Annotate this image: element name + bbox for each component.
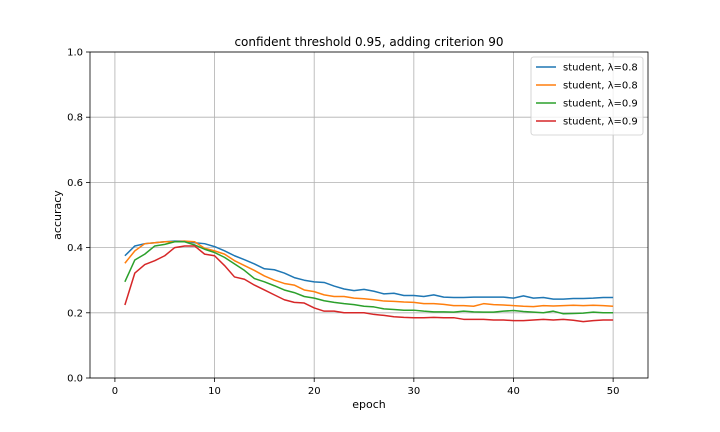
x-tick-label: 0	[112, 386, 118, 397]
x-tick-label: 50	[607, 386, 620, 397]
y-tick-label: 0.6	[67, 178, 83, 189]
y-tick-label: 0.2	[67, 308, 83, 319]
legend-label-4: student, λ=0.9	[563, 117, 638, 128]
y-axis-label: accuracy	[51, 190, 64, 240]
x-tick-label: 10	[208, 386, 221, 397]
x-tick-label: 40	[507, 386, 520, 397]
x-axis: 0 10 20 30 40 50	[112, 378, 620, 397]
series-line-2	[124, 240, 614, 308]
legend: student, λ=0.8 student, λ=0.8 student, λ=0…	[530, 56, 644, 136]
y-tick-label: 0.0	[67, 374, 83, 385]
plot-frame	[89, 51, 649, 379]
series-line-1	[124, 240, 614, 300]
series-line-3	[124, 240, 614, 315]
y-axis: 0.0 0.2 0.4 0.6 0.8 1.0	[67, 48, 90, 385]
series-line-4	[124, 245, 614, 323]
legend-label-3: student, λ=0.9	[563, 99, 638, 110]
x-tick-label: 30	[407, 386, 420, 397]
y-tick-label: 0.4	[67, 243, 83, 254]
legend-label-2: student, λ=0.8	[563, 81, 638, 92]
series-layer	[124, 240, 614, 323]
x-tick-label: 20	[308, 386, 321, 397]
y-tick-label: 1.0	[67, 48, 83, 59]
y-tick-label: 0.8	[67, 113, 83, 124]
legend-box	[530, 56, 644, 136]
x-axis-label: epoch	[352, 398, 386, 411]
chart-title: confident threshold 0.95, adding criteri…	[234, 35, 503, 49]
legend-label-1: student, λ=0.8	[563, 63, 638, 74]
